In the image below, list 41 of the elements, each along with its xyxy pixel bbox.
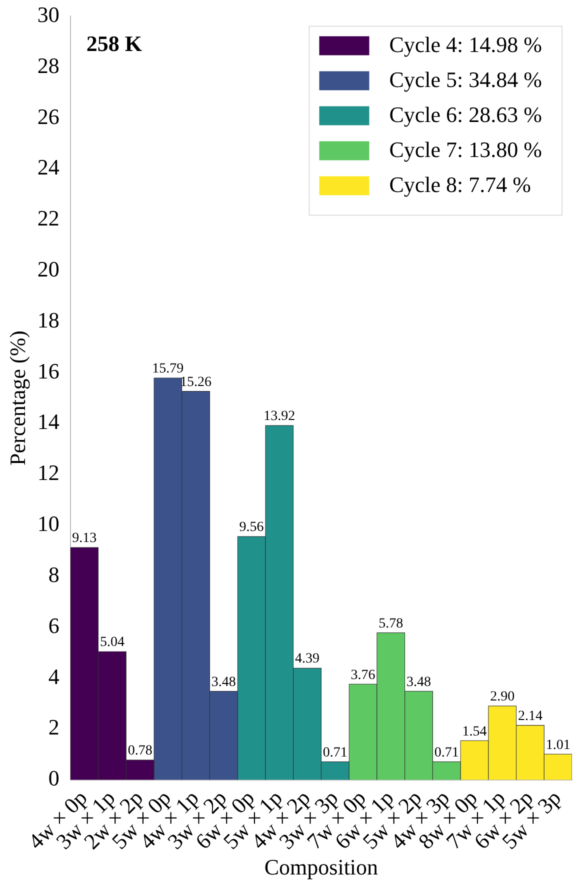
y-tick-label: 20 bbox=[37, 256, 60, 282]
data-label: 9.56 bbox=[239, 520, 264, 536]
data-label: 15.79 bbox=[152, 362, 184, 377]
y-tick-label: 30 bbox=[37, 2, 60, 27]
data-label: 3.48 bbox=[406, 674, 431, 690]
y-tick-label: 2 bbox=[48, 714, 60, 740]
data-label: 5.04 bbox=[100, 635, 124, 650]
y-axis-title: Percentage (%) bbox=[4, 330, 30, 466]
data-label: 1.54 bbox=[462, 724, 487, 740]
y-tick-label: 28 bbox=[37, 52, 60, 78]
data-label: 4.39 bbox=[295, 652, 320, 667]
legend-label: Cycle 5: 34.84 % bbox=[389, 66, 542, 92]
legend-label: Cycle 4: 14.98 % bbox=[389, 32, 542, 57]
y-tick-label: 14 bbox=[37, 409, 60, 434]
data-label: 1.01 bbox=[546, 738, 570, 753]
y-tick-label: 8 bbox=[48, 562, 60, 587]
y-tick-label: 4 bbox=[48, 664, 60, 689]
data-label: 0.71 bbox=[434, 745, 459, 760]
data-label: 3.76 bbox=[350, 668, 376, 683]
data-label: 0.78 bbox=[128, 744, 152, 759]
y-tick-label: 22 bbox=[37, 206, 60, 231]
data-label: 2.14 bbox=[518, 709, 542, 724]
data-label: 3.48 bbox=[211, 674, 236, 690]
data-label: 0.71 bbox=[322, 745, 348, 760]
data-label: 13.92 bbox=[264, 409, 296, 424]
legend-label: Cycle 8: 7.74 % bbox=[389, 172, 532, 197]
legend-label: Cycle 6: 28.63 % bbox=[389, 102, 542, 127]
legend-label: Cycle 7: 13.80 % bbox=[389, 136, 542, 162]
data-label: 2.90 bbox=[490, 690, 515, 705]
y-tick-label: 6 bbox=[48, 612, 60, 638]
data-label: 5.78 bbox=[378, 616, 404, 632]
x-axis-title: Composition bbox=[264, 854, 378, 880]
y-tick-label: 12 bbox=[37, 460, 60, 486]
y-tick-label: 0 bbox=[48, 766, 60, 791]
annotation: 258 K bbox=[86, 30, 142, 56]
y-tick-label: 24 bbox=[37, 154, 60, 180]
y-tick-label: 26 bbox=[37, 104, 60, 129]
data-label: 9.13 bbox=[72, 531, 97, 546]
y-tick-label: 10 bbox=[37, 511, 60, 536]
y-tick-label: 18 bbox=[37, 307, 60, 332]
y-tick-label: 16 bbox=[37, 358, 60, 384]
